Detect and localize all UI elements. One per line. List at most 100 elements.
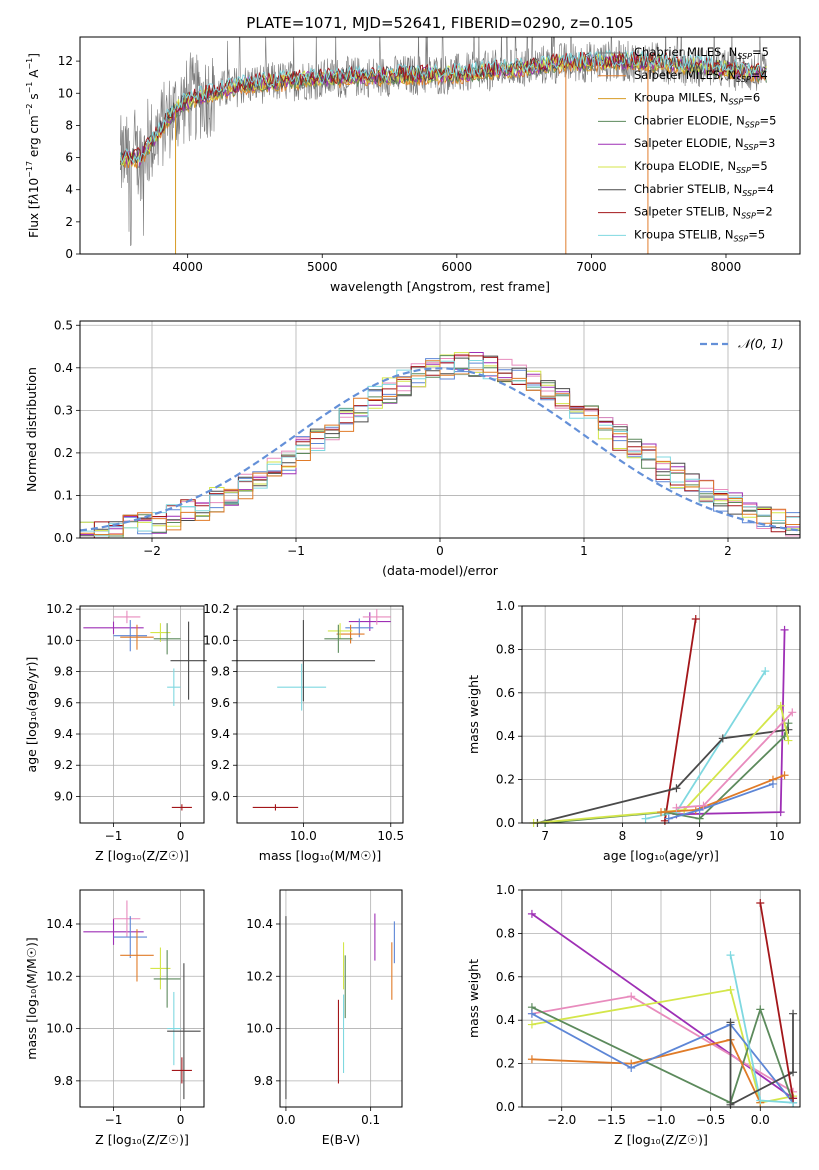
y-tick-label: 0.6 [496, 970, 515, 984]
weight-point-marker [718, 734, 727, 743]
legend-entry: Salpeter ELODIE, NSSP=3 [634, 136, 775, 152]
x-tick-label: 4000 [172, 260, 203, 274]
legend-sub: SSP [741, 212, 756, 221]
axes-frame [79, 320, 801, 539]
weight-series-line [531, 913, 794, 1100]
legend-sub: SSP [745, 120, 760, 129]
y-tick-label: 0.4 [54, 361, 73, 375]
legend-value: =2 [756, 205, 773, 219]
y-tick-label: 10.2 [46, 969, 73, 983]
weight-series-line [676, 711, 793, 809]
weight-point-marker [776, 808, 785, 817]
x-tick-label: 10.5 [377, 829, 404, 843]
weight-point-marker [789, 1009, 798, 1018]
weight-point-marker [664, 814, 673, 823]
weight-point-marker [780, 771, 789, 780]
weight-point-marker [527, 909, 536, 918]
legend-sub: SSP [744, 143, 759, 152]
legend-value: =4 [757, 182, 774, 196]
y-tick-label: 10.0 [246, 1022, 273, 1036]
x-tick-label: −1 [287, 544, 305, 558]
legend-label: Chabrier MILES, N [634, 45, 737, 59]
x-axis-label: age [log₁₀(age/yr)] [603, 848, 719, 863]
x-tick-label: 10 [769, 829, 784, 843]
y-tick-label: 0.0 [496, 816, 515, 830]
x-tick-label: 5000 [307, 260, 338, 274]
legend-sub: SSP [737, 52, 752, 61]
legend-entry: Salpeter STELIB, NSSP=2 [634, 205, 773, 221]
age_vs_Z-panel: −1 0 9.0 9.2 9.4 9.6 9.8 10.0 10.2 Z [log₁₀(Z/Z☉)… [24, 602, 207, 863]
y-tick-label: 0.2 [496, 773, 515, 787]
legend-label: Salpeter STELIB, N [634, 205, 741, 219]
y-axis-label: mass [log₁₀(M/M☉)] [24, 937, 39, 1059]
y-tick-label: 9.8 [254, 1074, 273, 1088]
x-tick-label: 0.0 [751, 1113, 770, 1127]
y-tick-label: 6 [65, 151, 73, 165]
weight-point-marker [695, 805, 704, 814]
weight-series-line [729, 1013, 794, 1107]
y-tick-label: 9.0 [211, 789, 230, 803]
weight-series-line [531, 1012, 794, 1104]
spectrum-model-line [120, 51, 767, 164]
legend-entry: Chabrier ELODIE, NSSP=5 [634, 113, 776, 129]
x-tick-label: −1 [105, 829, 123, 843]
y-tick-label: 0.8 [496, 642, 515, 656]
y-tick-label: 12 [58, 54, 73, 68]
spectrum-model-line [119, 49, 767, 165]
weight-point-marker [660, 816, 669, 825]
x-tick-label: −1 [105, 1113, 123, 1127]
x-tick-label: −0.5 [696, 1113, 725, 1127]
legend-value: =6 [743, 91, 760, 105]
weight-series-line [660, 774, 785, 813]
y-axis-label: Flux [fλ10−17 erg cm−2 s−1 A−1] [25, 53, 41, 238]
weight-series-line [729, 954, 794, 1104]
y-tick-label: 0.6 [496, 686, 515, 700]
y-tick-label: 9.2 [211, 758, 230, 772]
weight-point-marker [672, 803, 681, 812]
y-tick-label: 10.2 [246, 969, 273, 983]
legend-label: Kroupa ELODIE, N [634, 159, 736, 173]
y-tick-label: 1.0 [496, 883, 515, 897]
x-tick-label: 9 [696, 829, 704, 843]
weight-point-marker [788, 708, 797, 717]
legend-sub: SSP [734, 234, 749, 243]
y-tick-label: 0.0 [496, 1100, 515, 1114]
y-tick-label: 0.3 [54, 403, 73, 417]
y-tick-label: 10.0 [46, 1022, 73, 1036]
y-tick-label: 9.0 [54, 789, 73, 803]
y-tick-label: 0.2 [54, 446, 73, 460]
y-tick-label: 9.8 [211, 665, 230, 679]
y-axis-label: Normed distribution [24, 367, 39, 492]
mass_vs_ebv-panel: 0.0 0.1 9.8 10.0 10.2 10.4 E(B-V) [246, 889, 403, 1147]
weight-point-marker [695, 814, 704, 823]
weight-series-line [664, 618, 697, 821]
axes-frame [521, 605, 801, 824]
x-tick-label: 0.1 [361, 1113, 380, 1127]
y-tick-label: 4 [65, 183, 73, 197]
y-tick-label: 0.0 [54, 531, 73, 545]
legend-value: =3 [758, 136, 775, 150]
y-tick-label: 10.0 [46, 633, 73, 647]
axes-frame [279, 889, 403, 1108]
axes-frame [79, 889, 205, 1108]
weight-point-marker [726, 951, 735, 960]
y-tick-label: 9.8 [54, 1074, 73, 1088]
axes-frame [521, 889, 801, 1108]
mass_vs_Z-panel: −1 0 9.8 10.0 10.2 10.4 Z [log₁₀(Z/Z☉)] mass [l… [24, 889, 205, 1147]
weight-point-marker [627, 992, 636, 1001]
legend-value: =5 [752, 45, 769, 59]
x-tick-label: 0.0 [276, 1113, 295, 1127]
legend-value: =4 [751, 68, 768, 82]
legend-entry: 𝒩(0, 1) [738, 336, 784, 351]
x-tick-label: 0 [177, 829, 185, 843]
weight-point-marker [699, 801, 708, 810]
x-tick-label: 0 [436, 544, 444, 558]
legend-entry: Kroupa ELODIE, NSSP=5 [634, 159, 768, 175]
weight-series-line [533, 703, 790, 824]
figure-title: PLATE=1071, MJD=52641, FIBERID=0290, z=0… [246, 14, 633, 32]
y-tick-label: 10.0 [203, 633, 230, 647]
x-tick-label: 8000 [711, 260, 742, 274]
legend-sub: SSP [729, 98, 744, 107]
mass_weight_vs_Z-panel: −2.0 −1.5 −1.0 −0.5 0.0 0.0 0.2 0.4 0.6 0.8 1.0 Z [… [466, 883, 801, 1147]
x-tick-label: 10.0 [290, 829, 317, 843]
